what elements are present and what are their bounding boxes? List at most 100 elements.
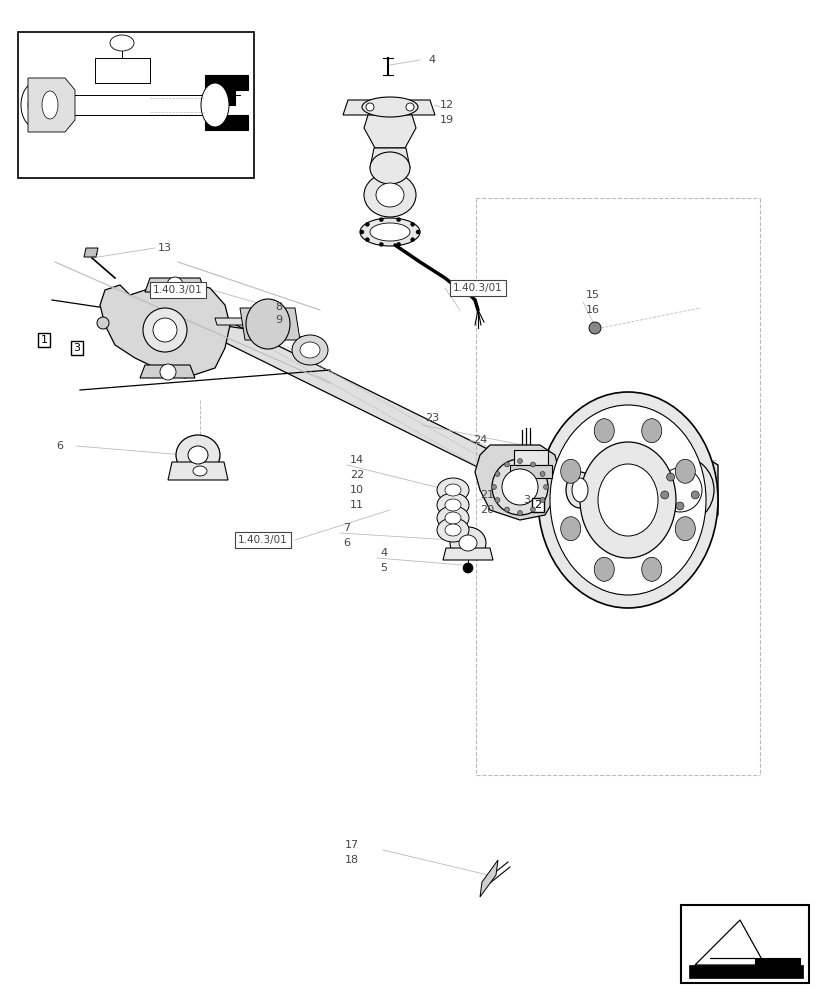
Text: 1.40.3/01: 1.40.3/01 [452,283,502,293]
Ellipse shape [543,485,547,489]
Ellipse shape [21,83,49,127]
Bar [680,905,808,983]
Polygon shape [639,460,717,520]
Ellipse shape [292,335,327,365]
Ellipse shape [458,535,476,551]
Ellipse shape [597,464,657,536]
Ellipse shape [675,502,683,510]
Polygon shape [364,115,415,148]
Text: 3: 3 [523,495,529,505]
Ellipse shape [675,459,695,483]
Polygon shape [688,965,802,978]
Ellipse shape [691,491,698,499]
Ellipse shape [588,322,600,334]
Ellipse shape [437,506,468,530]
Ellipse shape [366,103,374,111]
Ellipse shape [167,277,183,293]
Text: 1.40.3/01: 1.40.3/01 [238,535,288,545]
Ellipse shape [410,222,414,226]
Ellipse shape [560,517,580,541]
Ellipse shape [495,472,500,477]
Ellipse shape [517,458,522,464]
Ellipse shape [370,152,409,184]
Ellipse shape [396,218,400,222]
Ellipse shape [495,497,500,502]
Text: 12: 12 [439,100,453,110]
Ellipse shape [685,473,692,481]
Polygon shape [240,308,299,340]
Ellipse shape [365,238,369,242]
Bar [18,32,254,178]
Polygon shape [145,278,205,292]
Ellipse shape [504,507,509,512]
Ellipse shape [193,466,207,476]
Text: 2: 2 [533,500,541,510]
Ellipse shape [360,230,364,234]
Text: 3: 3 [74,343,80,353]
Polygon shape [475,445,559,520]
Text: 13: 13 [158,243,172,253]
Text: 10: 10 [350,485,364,495]
Bar [95,58,150,83]
Ellipse shape [462,563,472,573]
Ellipse shape [375,183,404,207]
Ellipse shape [605,462,649,518]
Ellipse shape [364,173,415,217]
Polygon shape [140,365,195,378]
Ellipse shape [530,462,535,467]
Ellipse shape [370,223,409,241]
Text: 14: 14 [350,455,364,465]
Ellipse shape [379,218,383,222]
Ellipse shape [641,557,661,581]
Ellipse shape [594,419,614,443]
Ellipse shape [97,317,109,329]
Ellipse shape [405,103,414,111]
Ellipse shape [641,419,661,443]
Ellipse shape [437,493,468,517]
Ellipse shape [539,497,544,502]
Ellipse shape [143,308,187,352]
Polygon shape [215,318,282,325]
Ellipse shape [560,459,580,483]
Text: 6: 6 [56,441,63,451]
Polygon shape [168,462,227,480]
Text: 20: 20 [480,505,494,515]
Ellipse shape [246,299,289,349]
Ellipse shape [437,518,468,542]
Text: 11: 11 [350,500,364,510]
Text: 19: 19 [439,115,453,125]
Text: 24: 24 [472,435,486,445]
Text: 1.40.3/01: 1.40.3/01 [153,285,203,295]
Polygon shape [514,450,547,465]
Ellipse shape [594,557,614,581]
Text: 7: 7 [342,523,350,533]
Ellipse shape [444,512,461,524]
Text: 21: 21 [480,490,494,500]
Polygon shape [28,78,75,132]
Ellipse shape [657,468,701,512]
Text: 16: 16 [586,305,600,315]
Text: 1: 1 [41,335,47,345]
Polygon shape [205,115,248,130]
Ellipse shape [566,472,593,508]
Ellipse shape [666,473,674,481]
Ellipse shape [396,242,400,246]
Text: 23: 23 [424,413,438,423]
Ellipse shape [379,242,383,246]
Ellipse shape [645,456,713,524]
Ellipse shape [517,510,522,516]
Polygon shape [205,75,248,105]
Polygon shape [220,317,519,488]
Ellipse shape [449,527,485,559]
Ellipse shape [415,230,419,234]
Text: 5: 5 [380,563,386,573]
Ellipse shape [160,364,176,380]
Polygon shape [480,860,497,897]
Ellipse shape [539,472,544,477]
Text: 4: 4 [428,55,435,65]
Ellipse shape [579,442,675,558]
Text: 6: 6 [342,538,350,548]
Ellipse shape [299,342,319,358]
Ellipse shape [110,35,134,51]
Polygon shape [342,100,434,115]
